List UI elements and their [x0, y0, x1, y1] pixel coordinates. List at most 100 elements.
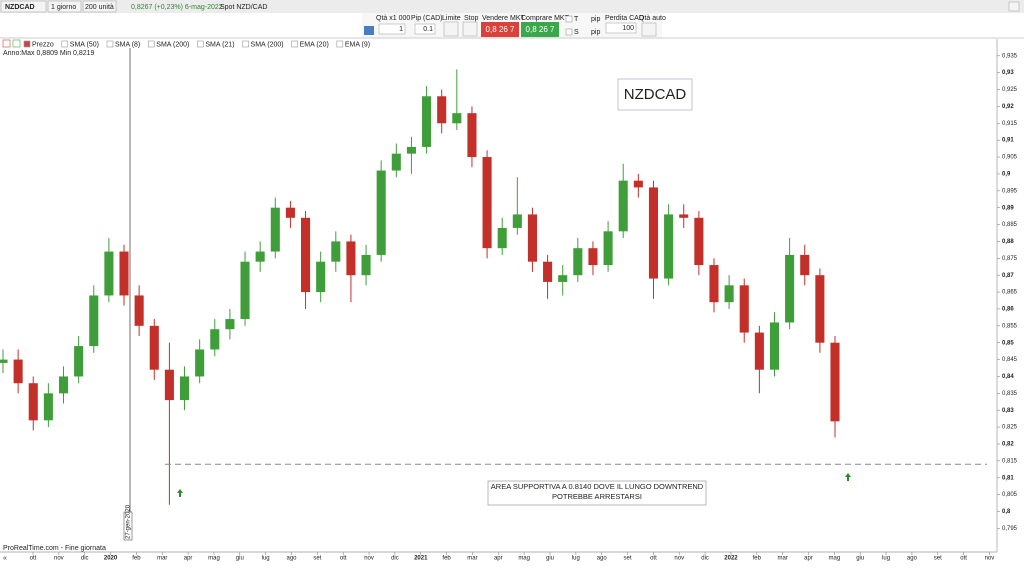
candle-body: [800, 254, 810, 276]
candle-body: [588, 248, 598, 266]
sell-button[interactable]: [481, 22, 519, 37]
y-tick-label: 0,805: [1002, 492, 1018, 498]
sell-price[interactable]: 0,8 26 7: [486, 25, 515, 34]
pip-t: pip: [591, 16, 600, 23]
candle-body: [422, 96, 432, 147]
x-tick-label: mar: [467, 556, 477, 562]
indicator-label[interactable]: SMA (200): [156, 41, 189, 48]
symbol[interactable]: NZDCAD: [5, 4, 35, 11]
buy-button[interactable]: [521, 22, 559, 37]
x-tick-label: dic: [391, 556, 399, 562]
stop-button[interactable]: [462, 21, 478, 37]
y-tick-label: 0,81: [1002, 475, 1014, 481]
indicator-label[interactable]: SMA (21): [205, 41, 234, 48]
indicator-label[interactable]: SMA (8): [115, 41, 140, 48]
candle-body: [331, 241, 341, 262]
indicator-checkbox[interactable]: [336, 40, 344, 48]
date-marker-box: [123, 511, 133, 541]
x-tick-label: mag: [208, 556, 220, 562]
pip-input[interactable]: [414, 23, 436, 35]
candle-body: [603, 231, 613, 266]
window-button[interactable]: [1008, 1, 1020, 12]
symbol-select[interactable]: [0, 0, 47, 13]
indicator-checkbox[interactable]: [291, 40, 298, 48]
buy-label: Comprare MKT: [521, 15, 570, 22]
t-checkbox[interactable]: [565, 15, 573, 23]
pip-s: pip: [591, 29, 600, 36]
units-select[interactable]: [82, 0, 117, 13]
x-tick-label: apr: [494, 556, 503, 562]
up-arrow: [845, 473, 851, 481]
units[interactable]: 200 unità: [85, 4, 114, 11]
qty-value[interactable]: 1: [399, 26, 403, 33]
indicator-checkbox[interactable]: [242, 40, 249, 48]
qty-input[interactable]: [378, 23, 406, 35]
candle-body: [543, 261, 553, 282]
y-tick-label: 0,825: [1002, 425, 1018, 431]
loss-input[interactable]: [605, 22, 637, 34]
plot: [0, 69, 840, 505]
x-tick-label: set: [624, 556, 632, 562]
indicator-checkbox[interactable]: [23, 40, 31, 48]
scroll-left[interactable]: «: [3, 555, 7, 562]
indicator-checkbox[interactable]: [61, 40, 69, 48]
indicator-checkbox[interactable]: [147, 40, 155, 48]
indicator-label[interactable]: SMA (200): [251, 41, 284, 48]
indicator-checkbox[interactable]: [197, 40, 204, 48]
candle-body: [134, 295, 144, 326]
y-tick-label: 0,86: [1002, 307, 1014, 313]
y-tick-label: 0,895: [1002, 188, 1018, 194]
y-tick-label: 0,84: [1002, 374, 1014, 380]
indicator-label[interactable]: EMA (20): [300, 41, 329, 48]
s-label: S: [574, 29, 579, 36]
loss-value[interactable]: 100: [622, 25, 634, 32]
candle-body: [346, 241, 356, 276]
candle-body: [255, 251, 265, 262]
instrument: Spot NZD/CAD: [220, 4, 267, 11]
candle-body: [739, 285, 749, 333]
candle-body: [527, 214, 537, 262]
candle-body: [452, 113, 462, 124]
period-select[interactable]: [47, 0, 82, 13]
indicator-label[interactable]: EMA (9): [345, 41, 370, 48]
candle-body: [28, 383, 38, 421]
candle-body: [648, 187, 659, 279]
x-tick-label: mar: [777, 556, 787, 562]
order-icon[interactable]: [364, 26, 374, 35]
candle-body: [754, 332, 764, 370]
pip-value[interactable]: 0.1: [423, 26, 433, 33]
limit-button[interactable]: [443, 21, 459, 37]
x-tick-label: dic: [701, 556, 709, 562]
auto-button[interactable]: [641, 22, 657, 37]
s-checkbox[interactable]: [565, 28, 573, 36]
y-tick-label: 0,85: [1002, 340, 1014, 346]
x-tick-label: 2022: [724, 556, 738, 562]
y-tick-label: 0,875: [1002, 256, 1018, 262]
period[interactable]: 1 giorno: [51, 4, 76, 11]
candle-body: [0, 359, 8, 363]
x-tick-label: giu: [546, 556, 554, 562]
loss-label: Perdita CAD: [605, 15, 644, 22]
y-tick-label: 0,885: [1002, 222, 1018, 228]
qty-label: Qtà x1 000: [376, 15, 410, 22]
x-tick-label: nov: [364, 556, 374, 562]
candle-body: [830, 342, 840, 422]
y-tick-label: 0,87: [1002, 273, 1014, 279]
candle-body: [270, 207, 280, 252]
buy-price[interactable]: 0,8 26 7: [526, 25, 555, 34]
indicator-label[interactable]: SMA (50): [70, 41, 99, 48]
add-button[interactable]: [12, 39, 21, 48]
indicator-checkbox[interactable]: [106, 40, 114, 48]
indicator-label[interactable]: Prezzo: [32, 41, 54, 48]
add-button[interactable]: [2, 39, 11, 48]
candle-body: [467, 113, 477, 158]
y-tick-label: 0,88: [1002, 239, 1014, 245]
annotation: AREA SUPPORTIVA A 0.8140 DOVE IL LUNGO D…: [490, 482, 704, 501]
x-tick-label: ago: [597, 556, 608, 562]
candle-body: [664, 214, 674, 279]
candle-body: [210, 329, 220, 350]
x-tick-label: giu: [856, 556, 864, 562]
candle-body: [285, 207, 295, 218]
